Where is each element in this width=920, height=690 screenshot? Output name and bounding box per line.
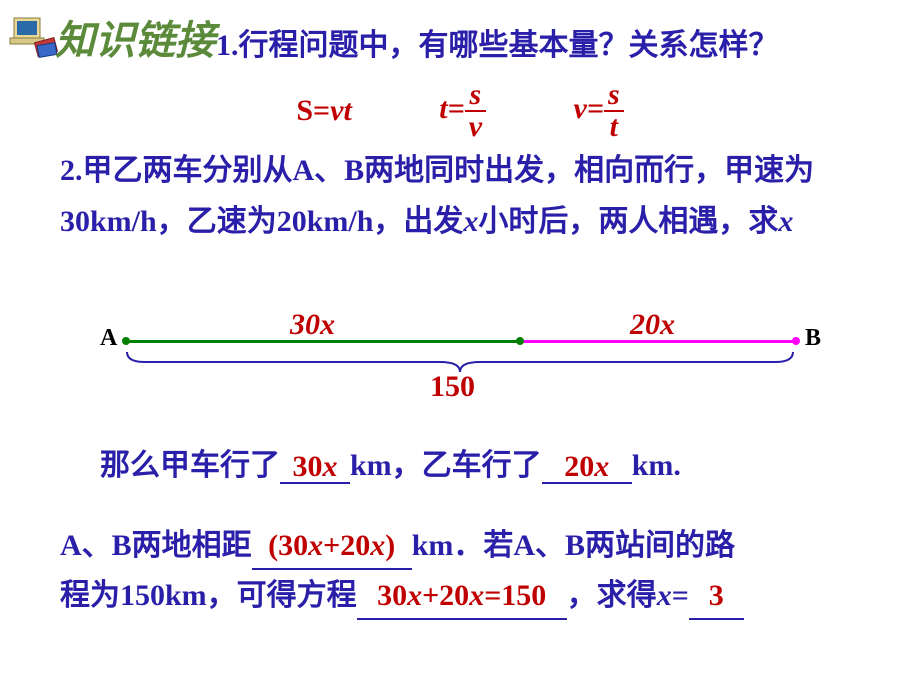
seg-right-label: 20x [630, 308, 675, 342]
formula-t: t=sv [439, 80, 486, 142]
header-icon [8, 10, 58, 60]
dot-a [122, 337, 130, 345]
question-2: 2.甲乙两车分别从A、B两地同时出发，相向而行，甲速为30km/h，乙速为20k… [60, 145, 890, 247]
seg-left-label: 30x [290, 308, 335, 342]
diagram: A B 30x 20x 150 [110, 320, 810, 410]
formulas-row: S=vt t=sv v=st [0, 80, 920, 142]
sentence-4: A、B两地相距(30x+20x)km．若A、B两站间的路 程为150km，可得方… [60, 520, 890, 620]
sentence-3: 那么甲车行了30xkm，乙车行了20xkm. [100, 440, 681, 484]
point-b-label: B [805, 325, 821, 352]
formula-v: v=st [574, 80, 624, 142]
dot-b [792, 337, 800, 345]
dot-mid [516, 337, 524, 345]
formula-svt: S=vt [296, 94, 351, 128]
point-a-label: A [100, 325, 117, 352]
total-label: 150 [430, 370, 475, 404]
question-1: 1.行程问题中，有哪些基本量？关系怎样？ [216, 20, 779, 64]
header-title: 知识链接 [55, 8, 215, 66]
